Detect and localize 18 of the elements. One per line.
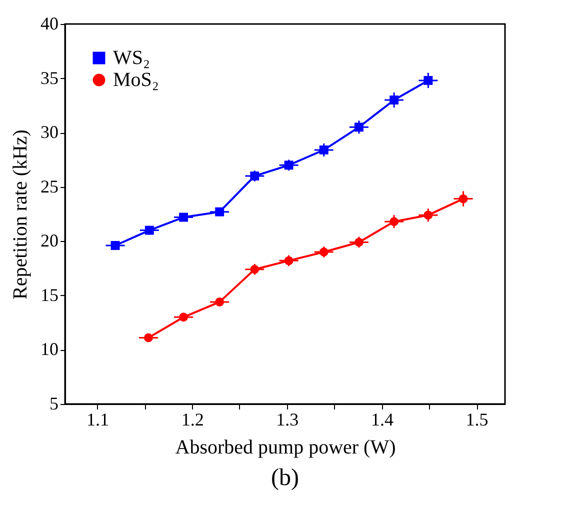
x-tick-label: 1.1 [86, 410, 109, 430]
x-tick-label: 1.4 [370, 410, 394, 430]
y-tick-label: 5 [50, 394, 58, 414]
text: (b) [271, 465, 299, 491]
y-tick-label: 40 [40, 14, 58, 34]
legend-label: MoS₂ [113, 69, 159, 91]
x-tick-label: 1.2 [181, 410, 204, 430]
y-axis-title: Repetition rate (kHz) [10, 130, 32, 300]
y-tick-label: 25 [40, 176, 58, 196]
y-tick-label: 15 [40, 284, 58, 305]
y-tick-label: 10 [40, 339, 58, 360]
legend-label: WS₂ [113, 47, 150, 69]
y-tick-label: 35 [40, 68, 58, 88]
y-tick-label: 20 [40, 230, 58, 251]
y-tick-label: 30 [40, 122, 58, 142]
x-tick-label: 1.5 [466, 410, 488, 430]
x-axis-title: Absorbed pump power (W) [175, 436, 396, 458]
x-tick-label: 1.3 [276, 410, 299, 430]
